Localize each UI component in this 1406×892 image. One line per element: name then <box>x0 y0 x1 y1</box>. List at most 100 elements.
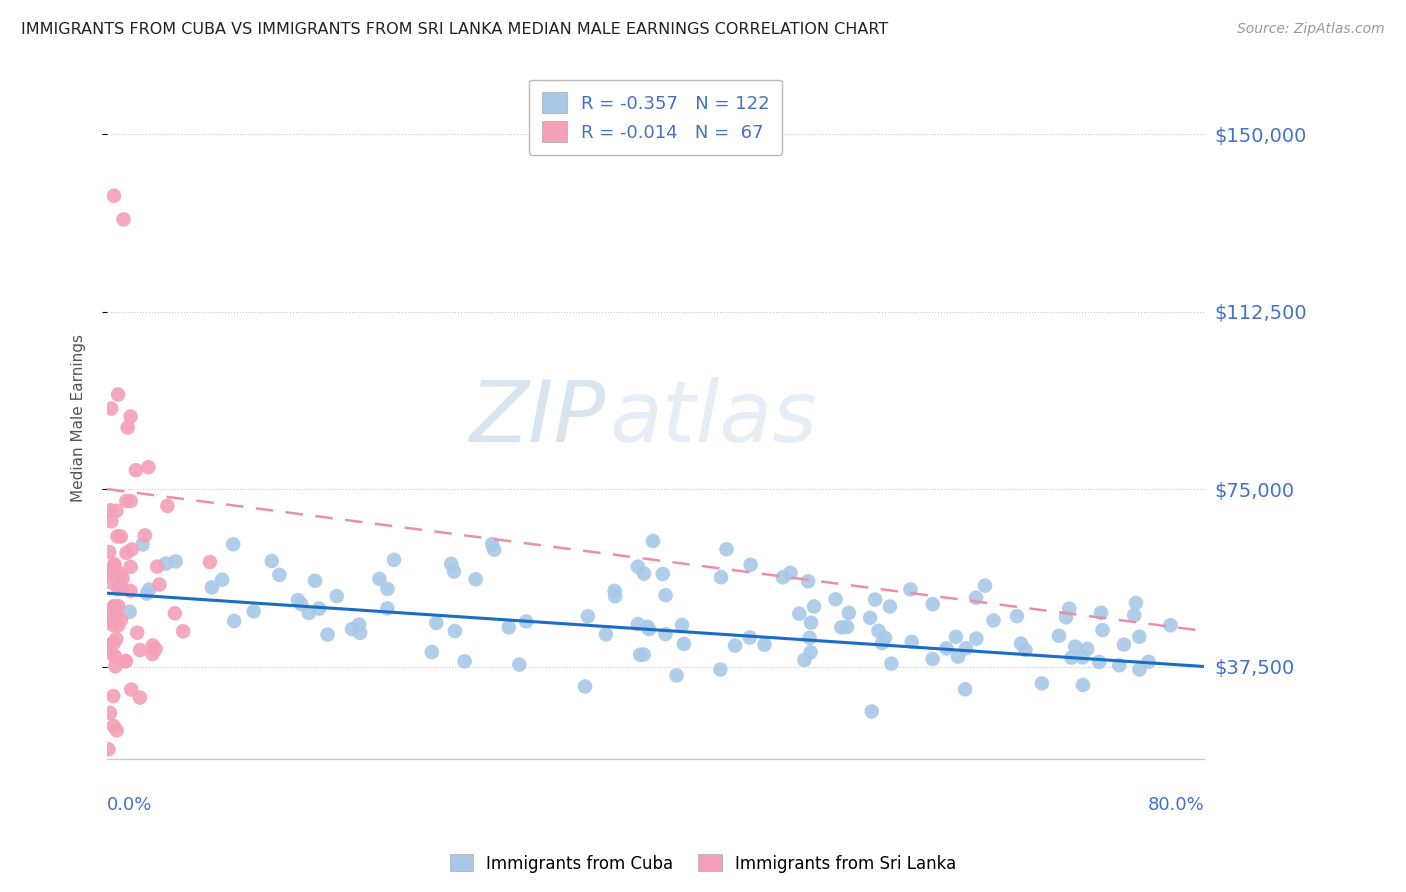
Point <box>838 606 860 620</box>
Point <box>1014 643 1036 657</box>
Point <box>100 401 122 416</box>
Point <box>304 574 326 588</box>
Point <box>290 597 312 611</box>
Point <box>983 614 1005 628</box>
Point <box>104 649 127 664</box>
Point <box>444 624 467 638</box>
Point <box>308 601 330 615</box>
Point <box>201 581 224 595</box>
Point <box>100 615 122 629</box>
Point <box>117 420 139 434</box>
Point <box>172 624 194 639</box>
Point <box>120 584 142 599</box>
Point <box>797 574 820 589</box>
Point <box>148 577 170 591</box>
Point <box>141 647 163 661</box>
Point <box>98 607 121 622</box>
Point <box>420 645 443 659</box>
Point <box>100 646 122 660</box>
Point <box>120 494 142 508</box>
Point <box>125 463 148 477</box>
Point <box>121 542 143 557</box>
Point <box>800 615 823 630</box>
Point <box>800 645 823 659</box>
Point <box>974 579 997 593</box>
Point <box>1128 663 1150 677</box>
Point <box>779 566 801 580</box>
Point <box>440 557 463 571</box>
Point <box>198 555 221 569</box>
Point <box>651 567 673 582</box>
Point <box>879 599 901 614</box>
Point <box>155 557 177 571</box>
Point <box>793 653 815 667</box>
Point <box>946 649 969 664</box>
Point <box>1064 640 1087 654</box>
Point <box>112 212 135 227</box>
Point <box>1160 618 1182 632</box>
Point <box>98 545 121 559</box>
Point <box>1031 676 1053 690</box>
Point <box>633 648 655 662</box>
Point <box>860 705 883 719</box>
Point <box>107 599 129 614</box>
Text: 80.0%: 80.0% <box>1147 797 1205 814</box>
Point <box>665 668 688 682</box>
Point <box>287 593 309 607</box>
Point <box>633 566 655 581</box>
Point <box>515 615 537 629</box>
Point <box>574 680 596 694</box>
Point <box>481 537 503 551</box>
Point <box>100 575 122 590</box>
Point <box>107 387 129 401</box>
Point <box>105 632 128 646</box>
Point <box>105 723 128 738</box>
Point <box>316 627 339 641</box>
Point <box>242 604 264 618</box>
Point <box>104 659 127 673</box>
Point <box>134 528 156 542</box>
Point <box>97 613 120 627</box>
Point <box>425 615 447 630</box>
Point <box>131 537 153 551</box>
Point <box>740 558 762 572</box>
Point <box>921 597 943 611</box>
Point <box>211 573 233 587</box>
Point <box>498 620 520 634</box>
Point <box>326 589 349 603</box>
Point <box>1112 638 1135 652</box>
Point <box>135 586 157 600</box>
Point <box>103 636 125 650</box>
Point <box>627 617 650 632</box>
Point <box>868 624 890 638</box>
Point <box>98 706 121 720</box>
Point <box>671 618 693 632</box>
Point <box>859 611 882 625</box>
Point <box>101 618 124 632</box>
Point <box>900 582 922 597</box>
Point <box>368 572 391 586</box>
Point <box>156 499 179 513</box>
Point <box>654 588 676 602</box>
Point <box>298 606 321 620</box>
Point <box>1090 606 1112 620</box>
Point <box>110 529 132 543</box>
Point <box>709 663 731 677</box>
Y-axis label: Median Male Earnings: Median Male Earnings <box>72 334 86 502</box>
Point <box>710 570 733 584</box>
Point <box>349 625 371 640</box>
Point <box>111 572 134 586</box>
Point <box>107 618 129 632</box>
Point <box>120 559 142 574</box>
Point <box>738 631 761 645</box>
Point <box>1054 610 1077 624</box>
Point <box>1128 630 1150 644</box>
Point <box>772 570 794 584</box>
Text: 0.0%: 0.0% <box>107 797 152 814</box>
Point <box>627 559 650 574</box>
Point <box>115 494 138 508</box>
Point <box>118 605 141 619</box>
Point <box>1071 650 1094 665</box>
Point <box>120 682 142 697</box>
Point <box>103 188 125 202</box>
